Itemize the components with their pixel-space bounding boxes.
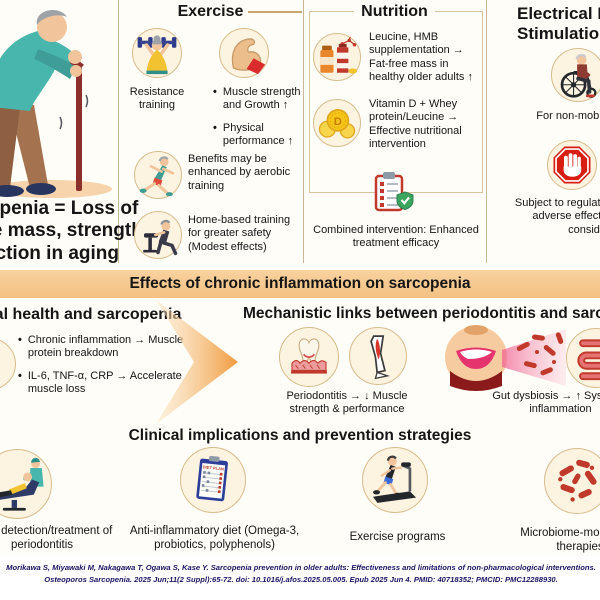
periodontitis-tooth-icon bbox=[279, 327, 339, 387]
periodontitis-label: Periodontitis → ↓ Muscle strength & perf… bbox=[286, 390, 408, 416]
aerobic-runner-icon bbox=[134, 151, 182, 199]
exercise-bullet: Physical performance ↑ bbox=[213, 122, 305, 149]
dentist-icon bbox=[0, 449, 52, 519]
combined-intervention-text: Combined intervention: Enhanced treatmen… bbox=[313, 224, 479, 250]
chevron-right-arrow bbox=[156, 300, 238, 424]
clipped-circle-icon bbox=[0, 338, 16, 390]
banner-title: Effects of chronic inflammation on sarco… bbox=[129, 275, 471, 292]
exercise-bullet: Muscle strength and Growth ↑ bbox=[213, 86, 305, 113]
nutrition-title-wrap: Nutrition bbox=[303, 2, 486, 22]
oral-bullet: IL-6, TNF-α, CRP → Accelerate muscle los… bbox=[18, 370, 196, 397]
title-rule bbox=[248, 11, 302, 13]
clinical-item-label: Microbiome-modulating therapies bbox=[520, 527, 600, 554]
divider bbox=[118, 0, 119, 263]
oral-bullets: Chronic inflammation → Muscle protein br… bbox=[18, 334, 196, 406]
diet-plan-icon: DIET PLAN bbox=[180, 447, 246, 513]
supplement-text: Leucine, HMB supplementation → Fat-free … bbox=[369, 31, 473, 84]
intestine-icon bbox=[566, 328, 600, 388]
home-training-icon bbox=[134, 211, 182, 259]
inflammation-banner: Effects of chronic inflammation on sarco… bbox=[0, 270, 600, 298]
mechanistic-title: Mechanistic links between periodontitis … bbox=[243, 305, 600, 322]
oral-health-title: Oral health and sarcopenia bbox=[0, 306, 182, 323]
vitamin-text: Vitamin D + Whey protein/Leucine → Effec… bbox=[369, 98, 462, 151]
resistance-training-icon bbox=[132, 28, 182, 78]
wheelchair-icon bbox=[551, 48, 600, 102]
exercise-bullets: Muscle strength and Growth ↑ Physical pe… bbox=[213, 86, 305, 158]
gut-dysbiosis-label: Gut dysbiosis → ↑ Systemic inflammation bbox=[492, 390, 600, 416]
oral-bullet: Chronic inflammation → Muscle protein br… bbox=[18, 334, 196, 361]
vitamin-d-letter: D bbox=[334, 116, 342, 128]
resistance-training-label: Resistance training bbox=[129, 86, 185, 112]
clinical-title: Clinical implications and prevention str… bbox=[128, 427, 472, 444]
vitamin-d-icon: D bbox=[313, 99, 361, 147]
treadmill-icon bbox=[362, 447, 428, 513]
clinical-item-label: Anti-inflammatory diet (Omega-3, probiot… bbox=[129, 525, 300, 552]
ems-title-line: Stimulation bbox=[517, 24, 600, 44]
supplements-icon bbox=[313, 33, 361, 81]
sarcopenia-definition: Sarcopenia = Loss of muscle mass, streng… bbox=[0, 198, 160, 265]
stop-hand-icon bbox=[547, 140, 597, 190]
caption-line: Sarcopenia = Loss of bbox=[0, 198, 139, 219]
exercise-title: Exercise bbox=[177, 3, 244, 20]
ems-title-line: Electrical Muscle bbox=[517, 4, 600, 23]
citation-line: Osteoporos Sarcopenia. 2025 Jun;11(2 Sup… bbox=[44, 574, 558, 584]
microbiome-icon bbox=[544, 448, 600, 514]
ems-mobility-text: For non-mobile individuals bbox=[536, 110, 600, 122]
checklist-shield-icon bbox=[371, 170, 415, 214]
leg-muscle-icon bbox=[349, 327, 407, 385]
citation-line: Morikawa S, Miyawaki M, Nakagawa T, Ogaw… bbox=[6, 563, 596, 572]
mouth-to-gut-bacteria-icon bbox=[445, 325, 566, 391]
caption-line: muscle mass, strength, bbox=[0, 220, 149, 242]
clinical-item-label: Exercise programs bbox=[349, 531, 446, 543]
home-training-text: Home-based training for greater safety (… bbox=[188, 214, 291, 253]
bicep-muscle-icon bbox=[219, 28, 269, 78]
nutrition-title: Nutrition bbox=[354, 3, 435, 20]
ems-title: Electrical Muscle Stimulation bbox=[517, 4, 600, 45]
aerobic-text: Benefits may be enhanced by aerobic trai… bbox=[188, 153, 291, 192]
caption-line: function in aging bbox=[0, 242, 120, 264]
elderly-man-with-cane-icon bbox=[0, 10, 112, 198]
citation-bar: Morikawa S, Miyawaki M, Nakagawa T, Ogaw… bbox=[0, 556, 600, 600]
divider bbox=[486, 0, 487, 263]
ems-caution-text: Subject to regulatory restrictions; adve… bbox=[514, 197, 600, 236]
diet-plan-header: DIET PLAN bbox=[203, 464, 225, 471]
clinical-item-label: Early detection/treatment of periodontit… bbox=[0, 525, 113, 552]
